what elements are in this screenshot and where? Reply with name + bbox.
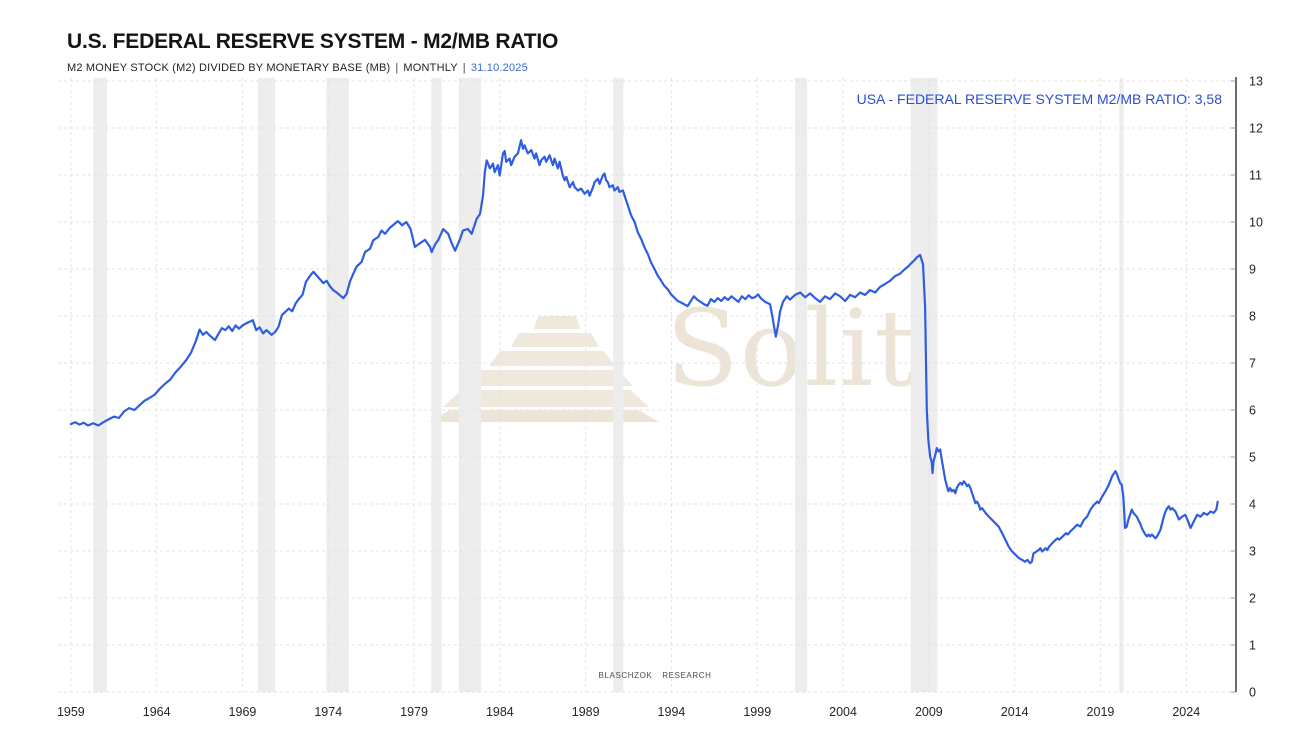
subtitle-separator: | xyxy=(462,62,466,74)
x-tick-label: 2014 xyxy=(1001,705,1029,719)
y-tick-label: 8 xyxy=(1249,310,1256,324)
recession-band xyxy=(431,78,442,692)
legend-series-name: USA - FEDERAL RESERVE SYSTEM M2/MB RATIO… xyxy=(856,91,1191,107)
y-tick-label: 5 xyxy=(1249,451,1256,465)
x-tick-label: 1969 xyxy=(229,705,257,719)
y-tick-label: 4 xyxy=(1249,498,1256,512)
x-tick-label: 1964 xyxy=(143,705,171,719)
x-tick-label: 1999 xyxy=(743,705,771,719)
subtitle-date: 31.10.2025 xyxy=(470,62,528,74)
chart-subtitle: M2 MONEY STOCK (M2) DIVIDED BY MONETARY … xyxy=(67,62,528,74)
x-tick-label: 2004 xyxy=(829,705,857,719)
x-tick-label: 1979 xyxy=(400,705,428,719)
recession-band xyxy=(326,78,349,692)
recession-band xyxy=(613,78,624,692)
solit-watermark-text: Solit xyxy=(666,287,918,410)
y-tick-label: 10 xyxy=(1249,216,1263,230)
recession-band xyxy=(1119,78,1124,692)
y-tick-label: 12 xyxy=(1249,122,1263,136)
brand-mark: BLASCHZOK RESEARCH xyxy=(598,671,712,680)
y-tick-label: 6 xyxy=(1249,404,1256,418)
x-tick-label: 1984 xyxy=(486,705,514,719)
x-tick-label: 2019 xyxy=(1087,705,1115,719)
legend-series-label: USA - FEDERAL RESERVE SYSTEM M2/MB RATIO… xyxy=(857,91,1222,107)
y-tick-label: 1 xyxy=(1249,639,1256,653)
y-tick-label: 2 xyxy=(1249,592,1256,606)
page-title: U.S. FEDERAL RESERVE SYSTEM - M2/MB RATI… xyxy=(67,30,559,53)
subtitle-description: M2 MONEY STOCK (M2) DIVIDED BY MONETARY … xyxy=(67,62,391,74)
recession-band xyxy=(910,78,938,692)
x-tick-label: 1994 xyxy=(658,705,686,719)
x-tick-label: 1989 xyxy=(572,705,600,719)
m2-mb-ratio-line xyxy=(69,139,1219,565)
x-tick-label: 1959 xyxy=(57,705,85,719)
legend-series-value: 3,58 xyxy=(1194,91,1222,107)
recession-band xyxy=(257,78,276,692)
x-tick-label: 1974 xyxy=(314,705,342,719)
solit-pyramid-logo-watermark xyxy=(429,316,659,422)
x-tick-label: 2024 xyxy=(1172,705,1200,719)
y-tick-label: 9 xyxy=(1249,263,1256,277)
y-tick-label: 11 xyxy=(1249,169,1262,183)
subtitle-separator: | xyxy=(395,62,399,74)
x-tick-label: 2009 xyxy=(915,705,943,719)
recession-band xyxy=(795,78,808,692)
y-tick-label: 7 xyxy=(1249,357,1256,371)
subtitle-frequency: MONTHLY xyxy=(403,62,458,74)
y-tick-label: 0 xyxy=(1249,686,1256,700)
y-tick-label: 3 xyxy=(1249,545,1256,559)
y-tick-label: 13 xyxy=(1249,75,1263,89)
recession-band xyxy=(458,78,481,692)
recession-band xyxy=(93,78,107,692)
